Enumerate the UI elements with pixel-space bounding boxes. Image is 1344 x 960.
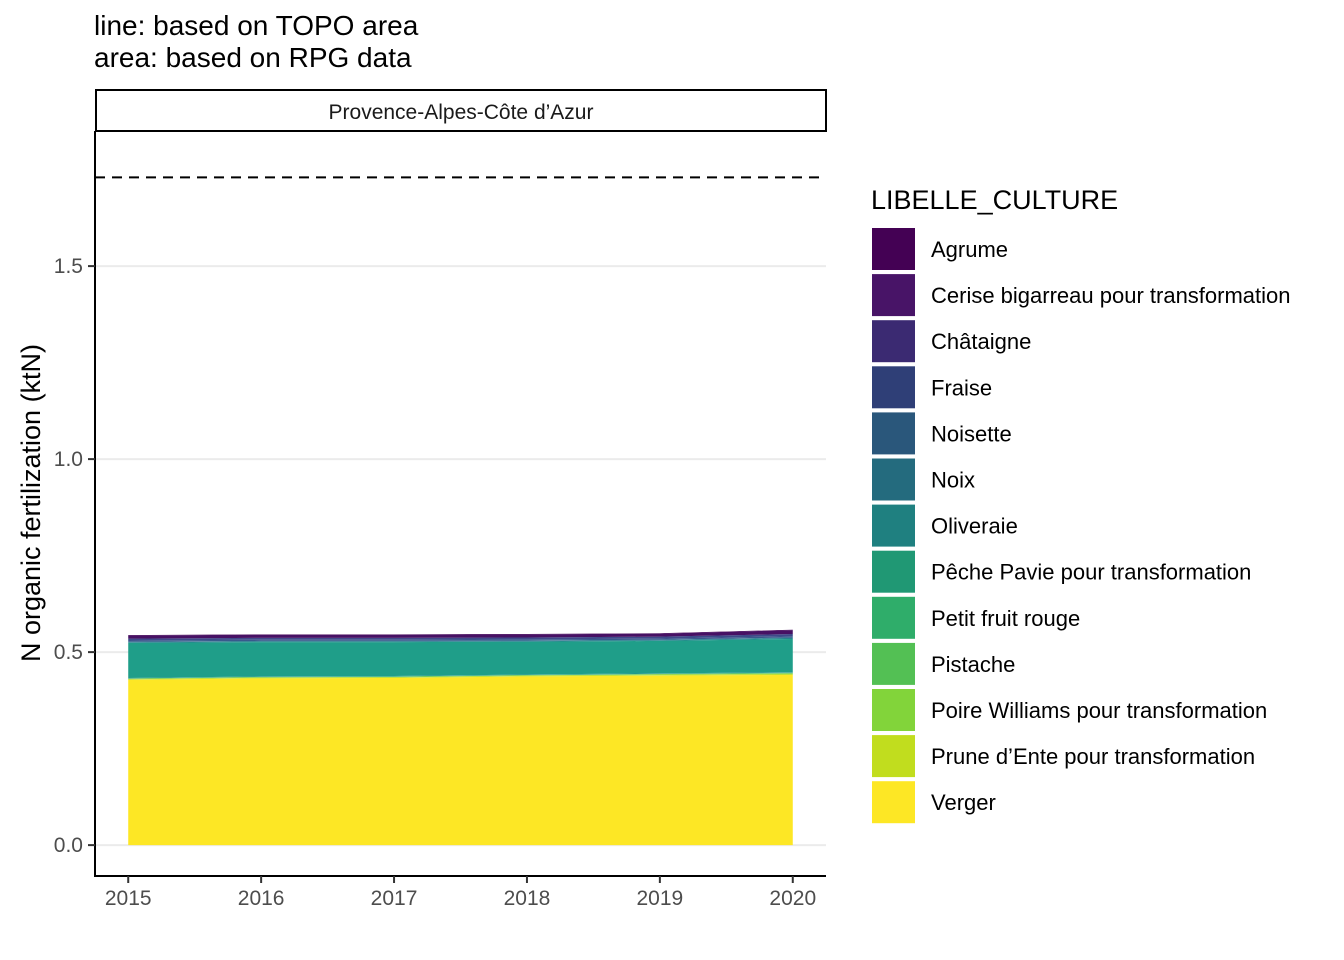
area-peche-pavie-pour-transformation — [128, 672, 793, 679]
legend-swatch — [872, 458, 915, 501]
legend-item: Petit fruit rouge — [872, 596, 1080, 639]
legend-item: Verger — [872, 781, 996, 824]
x-tick-label: 2017 — [371, 887, 418, 910]
area-noisette — [128, 637, 793, 643]
legend-swatch — [872, 689, 915, 731]
area-prune-d-ente-pour-transformation — [128, 674, 793, 680]
legend-label: Noisette — [931, 421, 1012, 446]
area-petit-fruit-rouge — [128, 672, 793, 679]
legend-item: Noix — [872, 458, 975, 501]
area-oliveraie — [128, 638, 793, 678]
legend-label: Agrume — [931, 237, 1008, 262]
x-tick-label: 2020 — [769, 887, 816, 910]
y-tick-label: 1.0 — [54, 448, 83, 471]
legend-swatch — [872, 412, 915, 455]
legend-item: Oliveraie — [872, 504, 1018, 547]
legend-label: Oliveraie — [931, 514, 1018, 539]
area-noix — [128, 637, 793, 643]
legend: Agrume Cerise bigarreau pour transformati… — [872, 228, 1291, 824]
legend-swatch — [872, 274, 915, 317]
legend-label: Cerise bigarreau pour transformation — [931, 283, 1291, 308]
legend-item: Agrume — [872, 228, 1008, 270]
legend-swatch — [872, 735, 915, 778]
area-pistache — [128, 672, 793, 679]
area-poire-williams-pour-transformation — [128, 673, 793, 680]
legend-label: Verger — [931, 790, 996, 815]
x-tick-label: 2018 — [504, 887, 551, 910]
area-chataigne — [128, 633, 793, 641]
legend-item: Fraise — [872, 366, 992, 409]
legend-swatch — [872, 320, 915, 363]
legend-label: Pêche Pavie pour transformation — [931, 560, 1251, 585]
legend-swatch — [872, 228, 915, 270]
x-tick-label: 2019 — [637, 887, 684, 910]
y-tick-label: 0.5 — [54, 641, 83, 664]
legend-swatch — [872, 366, 915, 409]
area-stack — [128, 629, 793, 846]
legend-swatch — [872, 642, 915, 685]
chart-title-line-1: line: based on TOPO area — [94, 10, 419, 41]
legend-label: Fraise — [931, 375, 992, 400]
x-tick-label: 2016 — [238, 887, 285, 910]
facet-strip-label: Provence-Alpes-Côte d’Azur — [329, 101, 594, 124]
area-verger — [128, 674, 793, 846]
y-axis-title: N organic fertilization (ktN) — [16, 344, 46, 662]
legend-item: Poire Williams pour transformation — [872, 689, 1267, 731]
x-axis-ticks: 2015 2016 2017 2018 2019 2020 — [105, 876, 816, 910]
y-axis-ticks: 0.0 0.5 1.0 1.5 — [54, 255, 95, 857]
legend-item: Prune d’Ente pour transformation — [872, 735, 1255, 778]
legend-label: Prune d’Ente pour transformation — [931, 744, 1255, 769]
legend-item: Cerise bigarreau pour transformation — [872, 274, 1291, 317]
legend-swatch — [872, 504, 915, 547]
area-cerise-bigarreau-pour-transformation — [128, 630, 793, 639]
legend-label: Poire Williams pour transformation — [931, 698, 1267, 723]
legend-label: Châtaigne — [931, 329, 1031, 354]
legend-label: Pistache — [931, 652, 1015, 677]
y-tick-label: 0.0 — [54, 834, 83, 857]
legend-item: Châtaigne — [872, 320, 1031, 363]
legend-swatch — [872, 550, 915, 593]
legend-label: Noix — [931, 468, 975, 493]
legend-item: Noisette — [872, 412, 1012, 455]
facet-strip — [95, 89, 827, 132]
legend-item: Pêche Pavie pour transformation — [872, 550, 1251, 593]
x-tick-label: 2015 — [105, 887, 152, 910]
y-tick-label: 1.5 — [54, 255, 83, 278]
legend-title: LIBELLE_CULTURE — [871, 185, 1118, 215]
legend-label: Petit fruit rouge — [931, 606, 1080, 631]
legend-swatch — [872, 781, 915, 824]
area-agrume — [128, 629, 793, 636]
legend-item: Pistache — [872, 642, 1015, 685]
area-fraise — [128, 636, 793, 642]
chart-title-line-2: area: based on RPG data — [94, 42, 412, 73]
legend-swatch — [872, 596, 915, 639]
